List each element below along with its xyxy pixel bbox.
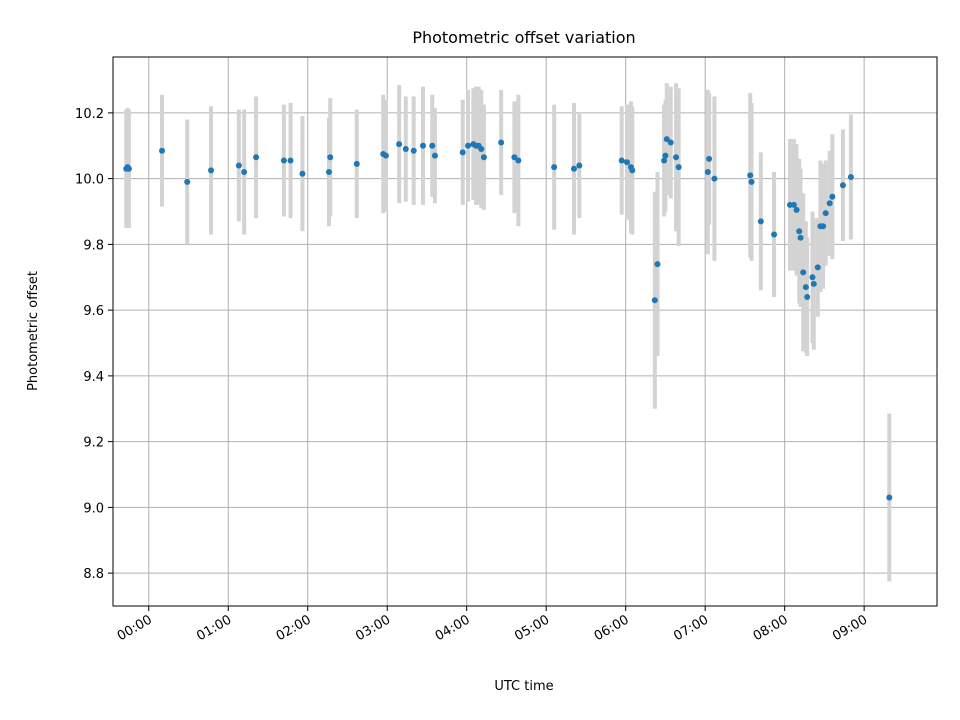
data-point: [396, 141, 403, 148]
data-point: [184, 178, 191, 185]
data-point: [886, 494, 893, 501]
y-axis-ticks: 8.8 9.0 9.2 9.4 9.6 9.8 10.0 10.2: [75, 107, 113, 582]
data-point: [711, 175, 718, 182]
grid-lines: [113, 57, 937, 606]
data-point: [410, 147, 417, 154]
data-point: [771, 231, 778, 238]
data-point: [480, 154, 487, 161]
data-point: [159, 147, 166, 154]
y-tick-label: 9.4: [83, 370, 104, 385]
y-tick-label: 10.2: [75, 107, 104, 122]
data-point: [793, 206, 800, 213]
data-point: [747, 172, 754, 179]
plot-frame: [112, 56, 938, 607]
data-point: [706, 155, 713, 162]
data-point: [661, 157, 668, 164]
data-point: [571, 165, 578, 172]
data-point: [847, 173, 854, 180]
data-point: [839, 182, 846, 189]
data-point: [810, 280, 817, 287]
data-point: [667, 139, 674, 146]
data-point: [757, 218, 764, 225]
data-point: [459, 149, 466, 156]
data-point: [253, 154, 260, 161]
data-point: [675, 164, 682, 171]
x-tick-label: 08:00: [751, 612, 791, 644]
data-point: [826, 200, 833, 207]
data-point: [429, 142, 436, 149]
data-point: [796, 228, 803, 235]
data-point: [498, 139, 505, 146]
data-point: [287, 157, 294, 164]
data-point: [478, 146, 485, 153]
x-tick-label: 02:00: [274, 612, 314, 644]
data-point: [465, 142, 472, 149]
data-points: [123, 136, 893, 501]
y-tick-label: 9.6: [83, 304, 104, 319]
data-point: [299, 170, 306, 177]
data-point: [402, 146, 409, 153]
data-point: [654, 261, 661, 268]
data-point: [820, 223, 827, 230]
data-point: [382, 152, 389, 159]
data-point: [809, 274, 816, 281]
data-point: [419, 142, 426, 149]
data-point: [651, 297, 658, 304]
y-tick-label: 10.0: [75, 173, 104, 188]
data-point: [576, 162, 583, 169]
y-tick-label: 9.2: [83, 436, 104, 451]
data-point: [797, 234, 804, 241]
x-tick-label: 07:00: [671, 612, 711, 644]
x-axis-ticks: 00:00 01:00 02:00 03:00 04:00 05:00 06:00 07:00…: [115, 606, 870, 644]
y-tick-label: 8.8: [83, 567, 104, 582]
data-point: [325, 169, 332, 176]
x-tick-label: 01:00: [194, 612, 234, 644]
error-bars: [124, 83, 892, 582]
y-tick-label: 9.8: [83, 238, 104, 253]
x-tick-label: 05:00: [512, 612, 552, 644]
data-point: [624, 159, 631, 166]
data-point: [618, 157, 625, 164]
data-point: [551, 164, 558, 171]
data-point: [814, 264, 821, 271]
x-tick-label: 00:00: [115, 612, 155, 644]
data-point: [280, 157, 287, 164]
x-tick-label: 09:00: [830, 612, 870, 644]
x-tick-label: 06:00: [592, 612, 632, 644]
data-point: [353, 160, 360, 167]
x-tick-label: 04:00: [433, 612, 473, 644]
chart-title: Photometric offset variation: [412, 28, 635, 47]
data-point: [800, 269, 807, 276]
data-point: [662, 152, 669, 159]
data-point: [748, 178, 755, 185]
data-point: [804, 293, 811, 300]
data-point: [663, 136, 670, 143]
data-point: [327, 154, 334, 161]
data-point: [515, 157, 522, 164]
data-point: [511, 154, 518, 161]
data-point: [125, 165, 132, 172]
data-point: [673, 154, 680, 161]
data-point: [790, 201, 797, 208]
data-point: [829, 193, 836, 200]
data-point: [241, 169, 248, 176]
data-point: [802, 284, 809, 291]
data-point: [431, 152, 438, 159]
x-tick-label: 03:00: [353, 612, 393, 644]
data-point: [822, 210, 829, 217]
data-point: [704, 169, 711, 176]
y-tick-label: 9.0: [83, 501, 104, 516]
x-axis-label: UTC time: [494, 679, 553, 694]
data-point: [629, 167, 636, 174]
y-axis-label: Photometric offset: [26, 271, 41, 391]
data-point: [208, 167, 215, 174]
data-point: [235, 162, 242, 169]
